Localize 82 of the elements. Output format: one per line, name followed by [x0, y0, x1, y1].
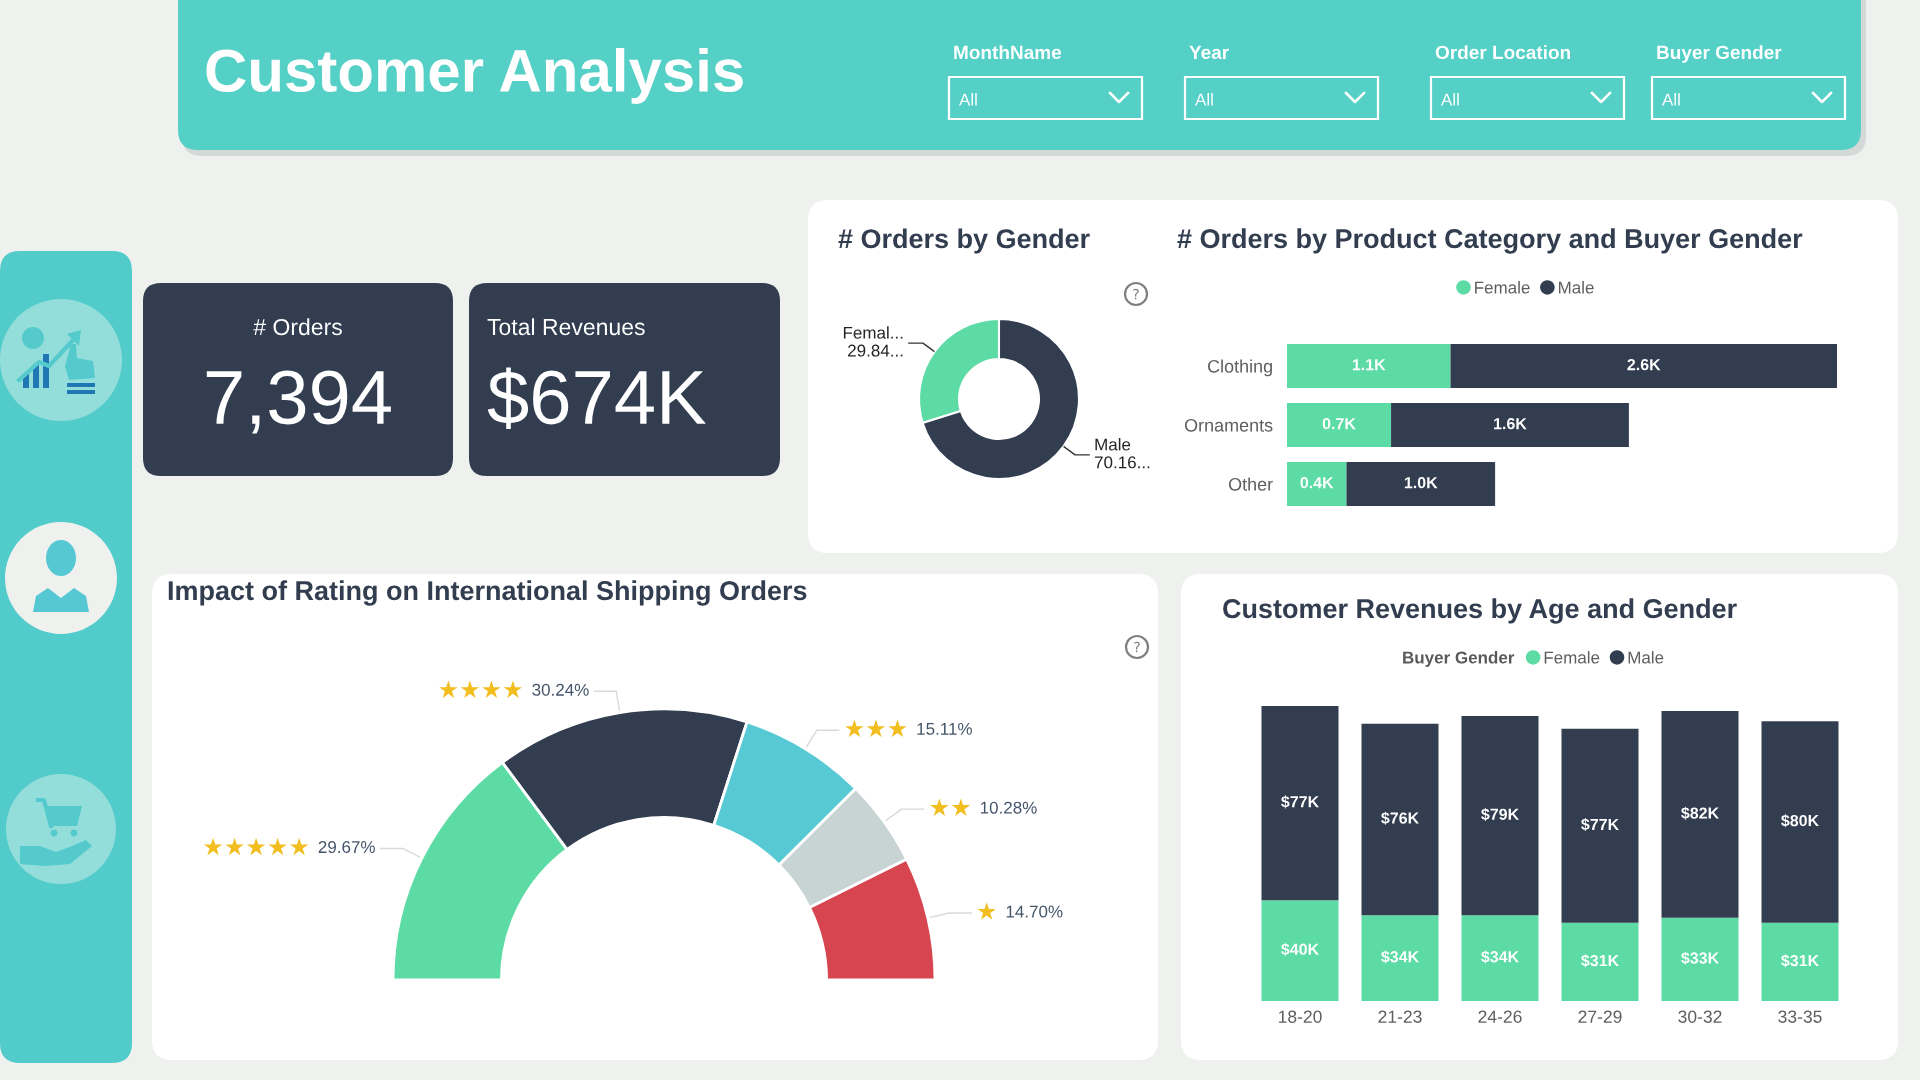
bar: [1561, 922, 1639, 1001]
data-label: $33K: [1681, 951, 1719, 965]
y-tick-label: Clothing: [1207, 359, 1272, 377]
data-label: $79K: [1481, 807, 1519, 821]
data-label: $34K: [1481, 950, 1519, 964]
bar: [1361, 915, 1439, 1001]
data-label: 2.6K: [1627, 358, 1661, 371]
x-tick-label: 30-32: [1678, 1010, 1722, 1023]
text: MonthName: [954, 45, 1062, 60]
data-label: 1.1K: [1352, 359, 1386, 371]
x-tick-label: 24-26: [1478, 1010, 1522, 1023]
text: Year: [1189, 45, 1229, 60]
text: 7,394: [206, 370, 391, 434]
data-label: 30.24%: [532, 683, 589, 696]
x-tick-label: 33-35: [1778, 1010, 1822, 1023]
bar: [1287, 461, 1347, 507]
y-tick-label: Other: [1228, 477, 1273, 491]
slice-label: ★★★: [845, 719, 907, 738]
chart-title: Impact of Rating on International Shipping Orders: [168, 580, 807, 606]
bar: [1261, 900, 1339, 1001]
data-label: 15.11%: [917, 722, 972, 735]
data-label: $31K: [1781, 954, 1819, 968]
data-label: 70.16...: [1094, 456, 1150, 469]
bar: [1450, 343, 1837, 389]
x-tick-label: 18-20: [1278, 1010, 1322, 1023]
data-label: 29.84...: [848, 344, 903, 357]
chart-title: Customer Revenues by Age and Gender: [1223, 598, 1737, 624]
bar: [1761, 922, 1839, 1001]
data-label: $34K: [1381, 950, 1419, 964]
legend-title: Buyer Gender: [1403, 651, 1515, 667]
slice-label: Femal...: [843, 326, 903, 339]
bar: [1361, 723, 1439, 916]
text: Customer Analysis: [206, 48, 743, 104]
bar: [1261, 706, 1339, 901]
data-label: 10.28%: [980, 801, 1037, 814]
text: All: [1662, 93, 1680, 106]
bar: [1287, 343, 1451, 389]
bar: [1661, 917, 1739, 1001]
data-label: $80K: [1781, 814, 1819, 828]
data-label: 29.67%: [318, 841, 375, 854]
donut-slice: [921, 317, 1081, 481]
y-tick-label: Ornaments: [1184, 418, 1273, 432]
bar: [1461, 915, 1539, 1001]
data-label: 1.0K: [1404, 476, 1438, 489]
legend-label: Male: [1558, 281, 1594, 294]
data-label: $77K: [1581, 818, 1619, 832]
data-label: $77K: [1281, 795, 1319, 809]
bar: [1761, 721, 1839, 923]
data-label: $31K: [1581, 954, 1619, 968]
text: # Orders: [253, 318, 342, 336]
x-tick-label: 21-23: [1378, 1010, 1422, 1023]
slice-label: Male: [1095, 438, 1131, 451]
text: Total Revenues: [487, 318, 645, 336]
data-label: 1.6K: [1494, 417, 1527, 430]
slice-label: ★★★★: [439, 680, 523, 698]
bar: [1561, 728, 1639, 923]
data-label: 0.7K: [1322, 417, 1356, 430]
text: All: [1195, 93, 1213, 106]
text: Order Location: [1435, 45, 1571, 60]
chart-title: # Orders by Gender: [838, 228, 1090, 254]
legend-label: Male: [1628, 651, 1664, 664]
data-label: $76K: [1381, 811, 1419, 825]
slice-label: ★: [977, 902, 996, 920]
legend-label: Female: [1475, 281, 1530, 294]
bar: [1391, 402, 1629, 448]
text: All: [1441, 93, 1459, 106]
text: $674K: [487, 367, 706, 429]
text: All: [959, 93, 977, 106]
x-tick-label: 27-29: [1578, 1010, 1622, 1023]
data-label: $40K: [1281, 942, 1319, 956]
bar: [1346, 461, 1496, 507]
chart-title: # Orders by Product Category and Buyer Gender: [1177, 228, 1803, 254]
text: Buyer Gender: [1657, 45, 1782, 63]
legend-label: Female: [1544, 651, 1600, 664]
slice-label: ★★★★★: [203, 837, 309, 856]
bar: [1661, 711, 1739, 918]
data-label: 0.4K: [1300, 476, 1334, 489]
data-label: $82K: [1681, 806, 1719, 820]
bar: [1287, 402, 1392, 448]
slice-label: ★★: [930, 798, 971, 816]
bar: [1461, 716, 1539, 916]
data-label: 14.70%: [1006, 905, 1063, 918]
